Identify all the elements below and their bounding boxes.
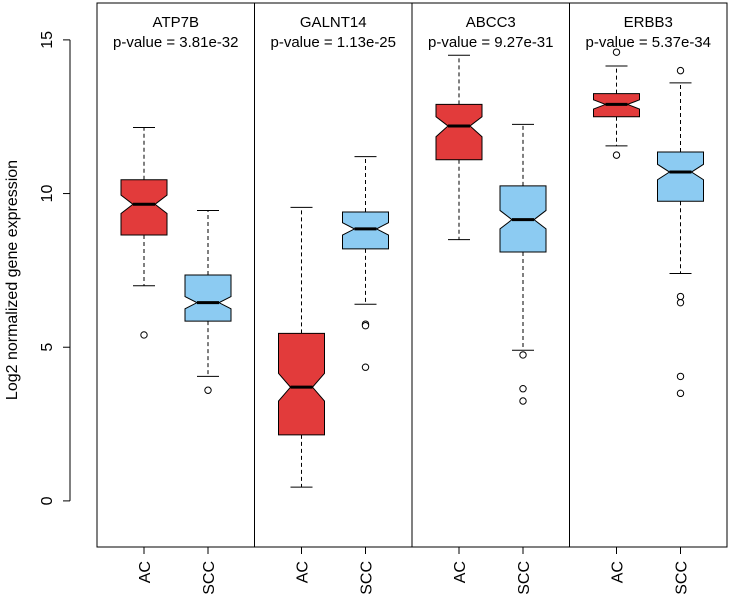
outlier-point (676, 66, 685, 75)
x-tick-label: AC (295, 561, 312, 583)
notched-box-scc (184, 274, 232, 322)
outlier-point (612, 48, 621, 56)
outlier-point (612, 151, 621, 159)
y-tick-label: 15 (39, 31, 56, 49)
outlier-point (676, 389, 685, 398)
panel-pvalue: p-value = 9.27e-31 (428, 34, 554, 51)
outlier-point (140, 331, 148, 339)
notched-box-ac (278, 332, 325, 436)
panel-gene-title: ERBB3 (624, 14, 673, 31)
x-tick-label: AC (137, 561, 154, 583)
notched-box-ac (120, 179, 168, 236)
outlier-point (519, 397, 527, 405)
x-tick-label: SCC (201, 561, 218, 595)
y-tick-label: 0 (39, 496, 56, 505)
y-axis-title: Log2 normalized gene expression (4, 160, 21, 400)
notched-box-scc (342, 211, 389, 250)
outlier-point (519, 351, 527, 359)
panel-gene-title: ATP7B (153, 14, 199, 31)
outlier-point (676, 372, 685, 381)
y-tick-label: 10 (39, 185, 56, 203)
x-tick-label: SCC (516, 561, 533, 595)
outlier-point (676, 298, 685, 307)
panel-frame (411, 2, 570, 548)
outlier-point (204, 386, 212, 394)
outlier-point (676, 292, 685, 301)
panel-frame (254, 2, 413, 548)
x-tick-label: AC (610, 561, 627, 583)
panel-gene-title: ABCC3 (466, 14, 516, 31)
panel-pvalue: p-value = 3.81e-32 (113, 34, 239, 51)
panel-gene-title: GALNT14 (300, 14, 367, 31)
panel-frame (569, 2, 728, 548)
outlier-point (361, 363, 370, 371)
y-tick-label: 5 (39, 343, 56, 352)
notched-box-ac (435, 103, 483, 161)
panel-pvalue: p-value = 5.37e-34 (585, 34, 711, 51)
notched-box-scc (657, 151, 704, 202)
outlier-point (519, 385, 527, 393)
panel-pvalue: p-value = 1.13e-25 (270, 34, 396, 51)
x-tick-label: SCC (359, 561, 376, 595)
x-tick-label: AC (452, 561, 469, 583)
x-tick-label: SCC (674, 561, 691, 595)
outlier-point (361, 322, 370, 330)
